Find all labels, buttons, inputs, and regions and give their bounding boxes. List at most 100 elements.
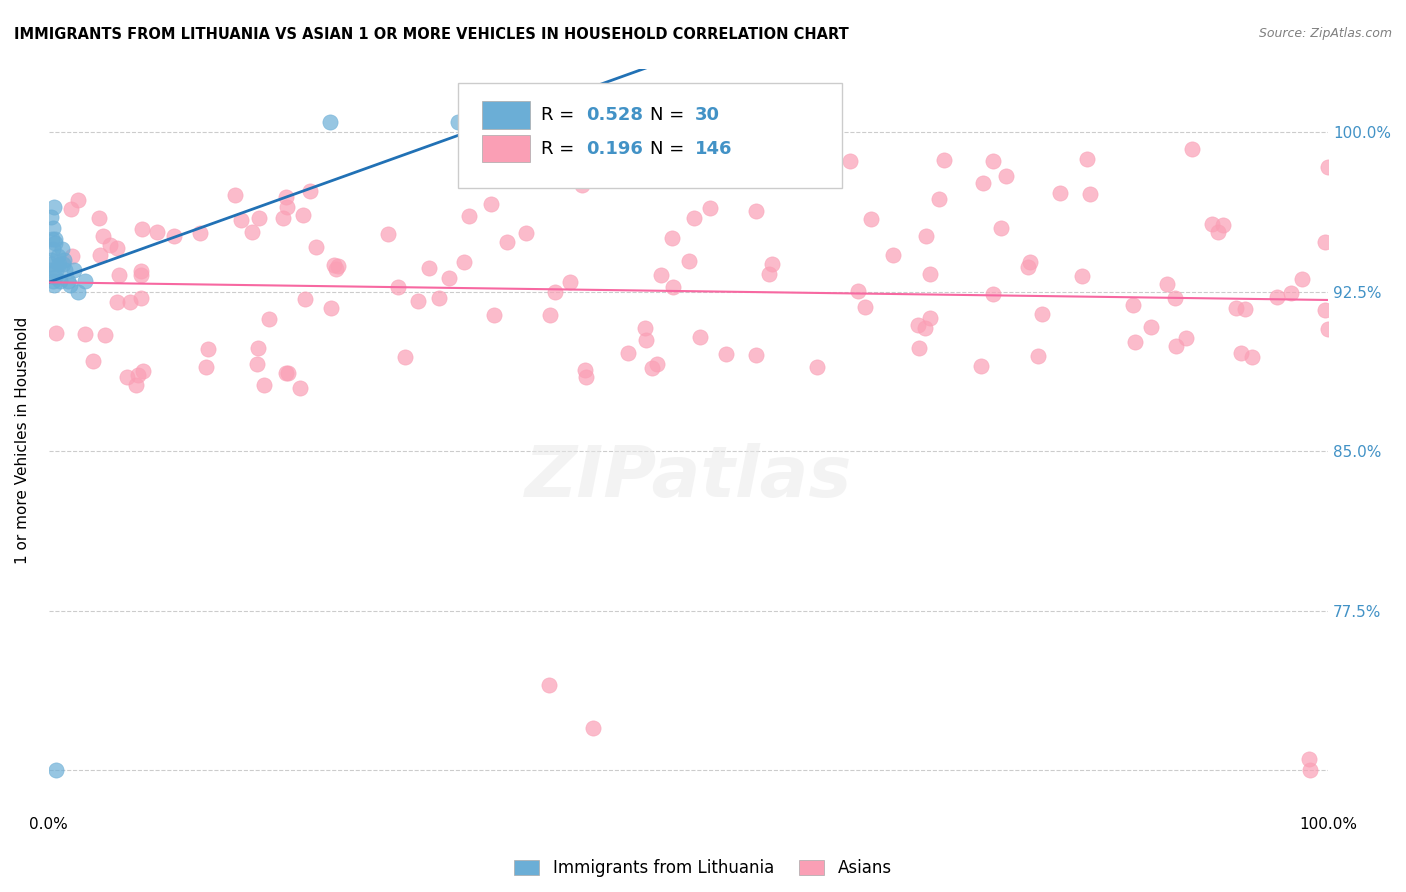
Point	[447, 114, 470, 128]
FancyBboxPatch shape	[458, 83, 842, 187]
Point	[1201, 218, 1223, 232]
Point	[1299, 763, 1322, 777]
Point	[681, 158, 703, 172]
Y-axis label: 1 or more Vehicles in Household: 1 or more Vehicles in Household	[15, 317, 30, 564]
Point	[1181, 142, 1204, 156]
Point	[73, 274, 96, 288]
Point	[1026, 349, 1049, 363]
Point	[758, 267, 780, 281]
Point	[1208, 225, 1230, 239]
Point	[1156, 277, 1178, 291]
Point	[60, 202, 83, 216]
Point	[56, 274, 79, 288]
Point	[1121, 298, 1143, 312]
Point	[41, 231, 63, 245]
Point	[1049, 186, 1071, 200]
Point	[418, 261, 440, 276]
Point	[66, 193, 89, 207]
Point	[290, 381, 312, 395]
Point	[274, 190, 297, 204]
Point	[972, 176, 994, 190]
Text: 30: 30	[695, 106, 720, 124]
Point	[1017, 260, 1039, 275]
Point	[1279, 285, 1302, 300]
Point	[44, 235, 66, 250]
Point	[131, 222, 153, 236]
Text: IMMIGRANTS FROM LITHUANIA VS ASIAN 1 OR MORE VEHICLES IN HOUSEHOLD CORRELATION C: IMMIGRANTS FROM LITHUANIA VS ASIAN 1 OR …	[14, 27, 849, 42]
Point	[132, 364, 155, 378]
Point	[91, 229, 114, 244]
Point	[298, 184, 321, 198]
Point	[479, 196, 502, 211]
Point	[1317, 321, 1340, 335]
Point	[714, 347, 737, 361]
Point	[1070, 269, 1092, 284]
FancyBboxPatch shape	[482, 102, 530, 128]
Point	[67, 285, 90, 299]
Point	[105, 241, 128, 255]
Text: R =: R =	[541, 140, 581, 158]
Point	[1164, 339, 1187, 353]
Point	[325, 262, 347, 277]
Point	[60, 249, 83, 263]
Point	[1164, 291, 1187, 305]
Point	[544, 285, 567, 300]
Point	[932, 153, 955, 167]
Point	[636, 333, 658, 347]
Point	[319, 114, 342, 128]
Point	[882, 248, 904, 262]
Text: N =: N =	[650, 140, 690, 158]
Point	[983, 287, 1005, 301]
Point	[41, 274, 63, 288]
Point	[127, 368, 149, 383]
Point	[108, 268, 131, 282]
Point	[105, 295, 128, 310]
Point	[118, 295, 141, 310]
Point	[87, 211, 110, 225]
Point	[928, 192, 950, 206]
Point	[806, 360, 828, 375]
Point	[98, 238, 121, 252]
Point	[322, 258, 344, 272]
Point	[1225, 301, 1247, 316]
Point	[1313, 235, 1336, 249]
Point	[427, 291, 450, 305]
Point	[995, 169, 1018, 183]
Point	[853, 300, 876, 314]
Point	[276, 201, 298, 215]
Point	[661, 231, 683, 245]
Point	[1230, 346, 1253, 360]
Point	[1240, 350, 1263, 364]
Point	[1123, 334, 1146, 349]
Point	[678, 254, 700, 268]
Point	[574, 363, 596, 377]
Point	[538, 308, 561, 322]
Point	[647, 357, 669, 371]
Point	[271, 211, 294, 225]
Point	[41, 221, 63, 235]
Point	[39, 263, 62, 277]
Point	[129, 264, 152, 278]
Point	[1317, 160, 1340, 174]
Point	[247, 211, 270, 225]
Point	[146, 225, 169, 239]
Point	[918, 268, 941, 282]
Point	[259, 312, 281, 326]
Point	[253, 377, 276, 392]
Text: 0.196: 0.196	[586, 140, 643, 158]
Point	[39, 252, 62, 267]
Point	[224, 187, 246, 202]
Point	[744, 348, 766, 362]
Point	[990, 221, 1012, 235]
Point	[588, 114, 610, 128]
FancyBboxPatch shape	[482, 135, 530, 162]
Point	[42, 200, 65, 214]
Point	[63, 263, 86, 277]
Point	[699, 202, 721, 216]
Point	[1174, 331, 1197, 345]
Point	[42, 278, 65, 293]
Point	[908, 342, 931, 356]
Point	[53, 252, 76, 267]
Point	[277, 366, 299, 380]
Point	[1291, 271, 1313, 285]
